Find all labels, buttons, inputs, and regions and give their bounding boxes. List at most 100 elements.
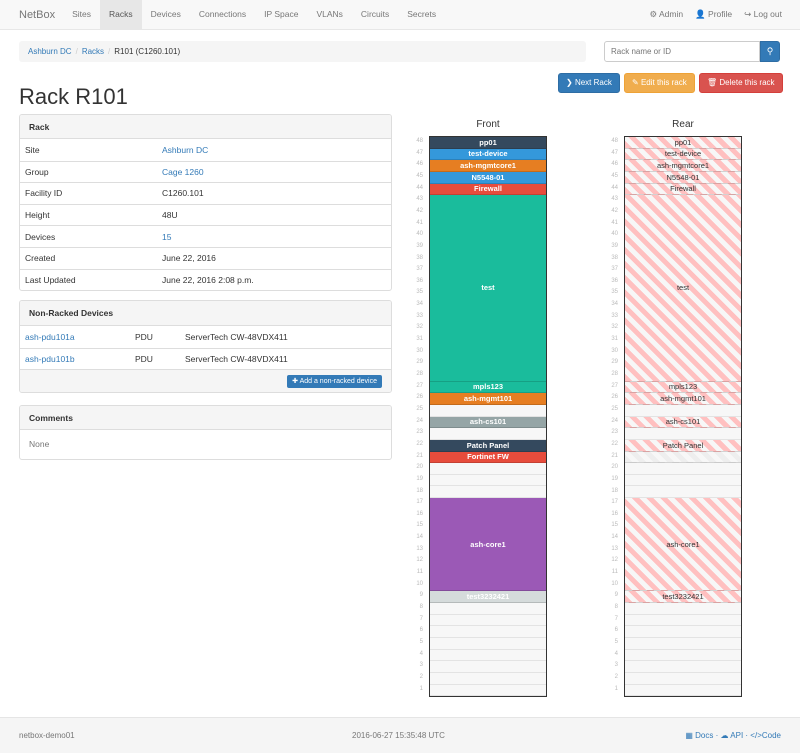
front-device-test3232421[interactable]: test3232421 xyxy=(430,591,546,603)
empty-unit-slot[interactable] xyxy=(430,475,546,487)
unit-number: 25 xyxy=(416,405,423,412)
device-link[interactable]: ash-pdu101b xyxy=(25,353,75,364)
empty-unit-slot[interactable] xyxy=(430,487,546,499)
nav-connections-menu[interactable]: Connections xyxy=(198,9,247,19)
empty-unit-slot[interactable] xyxy=(430,673,546,685)
unit-number: 3 xyxy=(419,662,423,669)
empty-unit-slot[interactable] xyxy=(625,626,741,638)
empty-unit-slot[interactable] xyxy=(625,487,741,499)
docs-link[interactable]: ▦ Docs xyxy=(685,731,714,740)
api-link[interactable]: ☁ API xyxy=(720,731,744,740)
empty-unit-slot[interactable] xyxy=(625,650,741,662)
unit-number: 18 xyxy=(416,487,423,494)
front-device-patch-panel[interactable]: Patch Panel xyxy=(430,439,546,452)
front-device-ash-mgmt101[interactable]: ash-mgmt101 xyxy=(430,393,546,405)
attr-label: Last Updated xyxy=(25,274,76,285)
attr-value[interactable]: Cage 1260 xyxy=(162,166,204,177)
rear-device-test3232421[interactable]: test3232421 xyxy=(625,591,741,603)
rear-device-test[interactable]: test xyxy=(625,195,741,382)
empty-unit-slot[interactable] xyxy=(430,615,546,627)
front-device-ash-cs101[interactable]: ash-cs101 xyxy=(430,416,546,429)
front-device-fortinet-fw[interactable]: Fortinet FW xyxy=(430,451,546,464)
rack-panel: Rack Site Ashburn DC Group Cage 1260 Facilit… xyxy=(19,114,392,292)
code-link[interactable]: </>Code xyxy=(750,731,781,740)
empty-unit-slot[interactable] xyxy=(625,463,741,475)
front-label: Front xyxy=(476,119,500,130)
rear-device-ash-mgmtcore1[interactable]: ash-mgmtcore1 xyxy=(625,160,741,172)
front-device-mpls123[interactable]: mpls123 xyxy=(430,381,546,394)
rear-device-ash-mgmt101[interactable]: ash-mgmt101 xyxy=(625,393,741,405)
attr-label: Height xyxy=(25,210,50,221)
footer-hostname: netbox-demo01 xyxy=(19,731,75,740)
nav-profile-link[interactable]: 👤 Profile xyxy=(695,9,733,19)
nav-racks-menu[interactable]: Racks xyxy=(99,0,142,29)
unit-number: 15 xyxy=(611,522,618,529)
rear-device-pp01[interactable]: pp01 xyxy=(625,137,741,149)
unit-number: 11 xyxy=(611,569,618,576)
empty-unit-slot[interactable] xyxy=(430,661,546,673)
attr-value[interactable]: Ashburn DC xyxy=(162,144,209,155)
empty-unit-slot[interactable] xyxy=(625,673,741,685)
empty-unit-slot[interactable] xyxy=(430,405,546,417)
empty-unit-slot[interactable] xyxy=(625,603,741,615)
rear-device-n5548-01[interactable]: N5548-01 xyxy=(625,171,741,184)
rear-device-patch-panel[interactable]: Patch Panel xyxy=(625,439,741,452)
empty-unit-slot[interactable] xyxy=(625,615,741,627)
nav-secrets-menu[interactable]: Secrets xyxy=(407,9,437,19)
next-rack-button[interactable]: ❯ Next Rack xyxy=(558,73,620,93)
attr-value: June 22, 2016 xyxy=(162,253,216,264)
empty-unit-slot[interactable] xyxy=(430,428,546,440)
unit-number: 38 xyxy=(416,254,423,261)
empty-unit-slot[interactable] xyxy=(430,603,546,615)
attr-value[interactable]: 15 xyxy=(162,231,172,242)
rear-device-ash-core1[interactable]: ash-core1 xyxy=(625,498,741,592)
nav-log-out-link[interactable]: ↪ Log out xyxy=(744,9,782,19)
empty-unit-slot[interactable] xyxy=(625,638,741,650)
unit-number: 28 xyxy=(416,371,423,377)
empty-unit-slot[interactable] xyxy=(430,685,546,697)
rear-device-firewall[interactable]: Firewall xyxy=(625,183,741,196)
nav-sites-menu[interactable]: Sites xyxy=(72,9,91,19)
unit-number: 8 xyxy=(614,604,618,610)
attr-label: Created xyxy=(25,253,56,264)
empty-unit-slot[interactable] xyxy=(625,475,741,487)
nav-vlans-menu[interactable]: VLANs xyxy=(316,9,343,19)
empty-unit-slot[interactable] xyxy=(430,463,546,475)
empty-unit-slot[interactable] xyxy=(625,661,741,673)
unit-number: 41 xyxy=(611,219,618,226)
breadcrumb-site[interactable]: Ashburn DC xyxy=(28,47,72,56)
front-device-ash-core1[interactable]: ash-core1 xyxy=(430,498,546,592)
front-device-test[interactable]: test xyxy=(430,195,546,382)
unit-number: 1 xyxy=(419,685,423,692)
unit-number: 43 xyxy=(611,196,618,203)
unit-number: 31 xyxy=(416,336,423,343)
search-input[interactable] xyxy=(604,41,760,62)
nav-admin-link[interactable]: ⚙ Admin xyxy=(649,9,684,19)
nav-ip-space-menu[interactable]: IP Space xyxy=(264,9,299,19)
empty-unit-slot[interactable] xyxy=(625,428,741,440)
rear-device-mpls123[interactable]: mpls123 xyxy=(625,381,741,394)
rear-device-test-device[interactable]: test-device xyxy=(625,148,741,161)
front-device-ash-mgmtcore1[interactable]: ash-mgmtcore1 xyxy=(430,160,546,172)
device-link[interactable]: ash-pdu101a xyxy=(25,331,75,342)
empty-unit-slot[interactable] xyxy=(625,405,741,417)
front-device-test-device[interactable]: test-device xyxy=(430,148,546,161)
device-role: PDU xyxy=(135,353,153,364)
empty-unit-slot[interactable] xyxy=(430,638,546,650)
brand-logo[interactable]: NetBox xyxy=(19,8,56,21)
unit-number: 7 xyxy=(614,615,618,622)
edit-rack-button[interactable]: ✎ Edit this rack xyxy=(624,73,695,93)
nav-devices-menu[interactable]: Devices xyxy=(150,9,181,19)
empty-unit-slot[interactable] xyxy=(625,685,741,697)
breadcrumb-racks[interactable]: Racks xyxy=(81,47,105,56)
empty-unit-slot[interactable] xyxy=(430,650,546,662)
front-device-firewall[interactable]: Firewall xyxy=(430,183,546,196)
add-non-racked-device-button[interactable]: ✚ Add a non-racked device xyxy=(287,375,382,388)
front-device-n5548-01[interactable]: N5548-01 xyxy=(430,171,546,184)
nav-circuits-menu[interactable]: Circuits xyxy=(360,9,390,19)
rear-device-ash-cs101[interactable]: ash-cs101 xyxy=(625,416,741,429)
delete-rack-button[interactable]: 🗑 Delete this rack xyxy=(699,73,783,93)
empty-unit-slot[interactable] xyxy=(430,626,546,638)
front-device-pp01[interactable]: pp01 xyxy=(430,137,546,149)
search-button[interactable]: ⚲ xyxy=(760,41,780,62)
